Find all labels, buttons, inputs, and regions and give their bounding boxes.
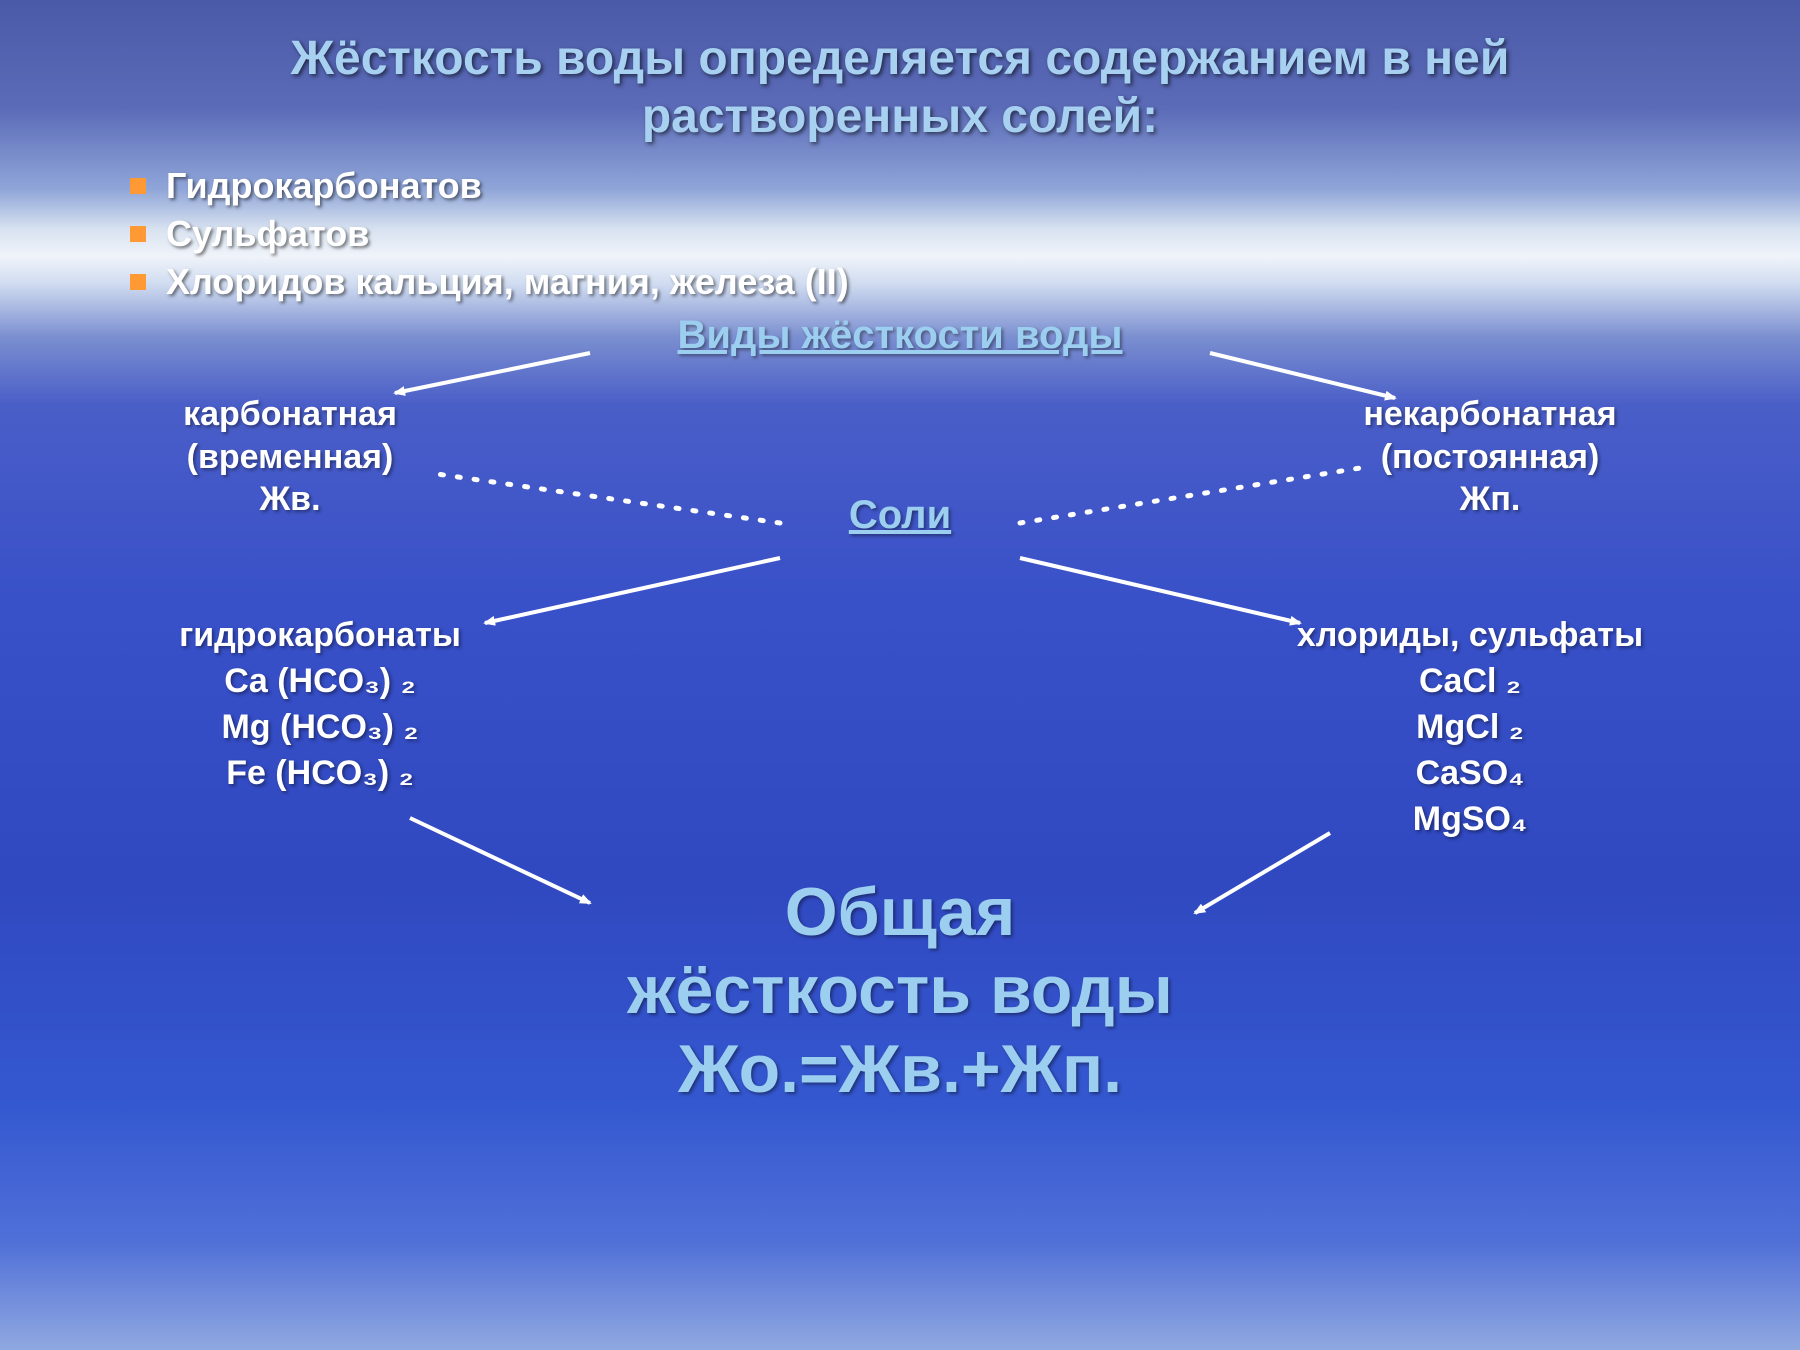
left-branch-l2: (временная) [187, 438, 394, 476]
right-salts-f2: MgCl ₂ [1416, 708, 1524, 746]
types-heading: Виды жёсткости воды [580, 313, 1220, 358]
right-salts-f4: MgSO₄ [1413, 800, 1527, 838]
right-salts: хлориды, сульфаты CaCl ₂ MgCl ₂ CaSO₄ Mg… [1230, 613, 1710, 842]
salts-heading: Соли [800, 493, 1000, 538]
final-node: Общая жёсткость воды Жо.=Жв.+Жп. [530, 873, 1270, 1108]
types-heading-text: Виды жёсткости воды [677, 313, 1122, 357]
bullet-text: Хлоридов кальция, магния, железа (II) [166, 261, 849, 303]
bullet-list: Гидрокарбонатов Сульфатов Хлоридов кальц… [130, 165, 1800, 303]
bullet-text: Гидрокарбонатов [166, 165, 482, 207]
bullet-marker-icon [130, 226, 146, 242]
right-salts-title: хлориды, сульфаты [1297, 616, 1643, 654]
left-salts-f2: Mg (HCO₃) ₂ [221, 708, 418, 746]
salts-heading-text: Соли [849, 493, 951, 537]
slide: Жёсткость воды определяется содержанием … [0, 0, 1800, 1350]
right-salts-f1: CaCl ₂ [1419, 662, 1521, 700]
final-l1: Общая [785, 874, 1016, 950]
left-salts: гидрокарбонаты Ca (HCO₃) ₂ Mg (HCO₃) ₂ F… [140, 613, 500, 797]
bullet-marker-icon [130, 274, 146, 290]
left-branch-l3: Жв. [259, 480, 320, 518]
left-salts-title: гидрокарбонаты [179, 616, 461, 654]
bullet-marker-icon [130, 178, 146, 194]
right-salts-f3: CaSO₄ [1416, 754, 1525, 792]
bullet-item: Сульфатов [130, 213, 1800, 255]
left-salts-f3: Fe (HCO₃) ₂ [226, 754, 414, 792]
right-branch: некарбонатная (постоянная) Жп. [1310, 393, 1670, 521]
bullet-item: Гидрокарбонатов [130, 165, 1800, 207]
final-l3: Жо.=Жв.+Жп. [678, 1031, 1122, 1107]
left-salts-f1: Ca (HCO₃) ₂ [224, 662, 415, 700]
bullet-item: Хлоридов кальция, магния, железа (II) [130, 261, 1800, 303]
title-line2: растворенных солей: [642, 90, 1158, 143]
diagram: Виды жёсткости воды карбонатная (временн… [0, 313, 1800, 1213]
right-branch-l3: Жп. [1460, 480, 1521, 518]
final-l2: жёсткость воды [627, 952, 1173, 1028]
slide-title: Жёсткость воды определяется содержанием … [0, 0, 1800, 145]
left-branch: карбонатная (временная) Жв. [120, 393, 460, 521]
title-line1: Жёсткость воды определяется содержанием … [291, 32, 1510, 85]
right-branch-l1: некарбонатная [1363, 395, 1616, 433]
right-branch-l2: (постоянная) [1381, 438, 1600, 476]
bullet-text: Сульфатов [166, 213, 369, 255]
left-branch-l1: карбонатная [183, 395, 397, 433]
